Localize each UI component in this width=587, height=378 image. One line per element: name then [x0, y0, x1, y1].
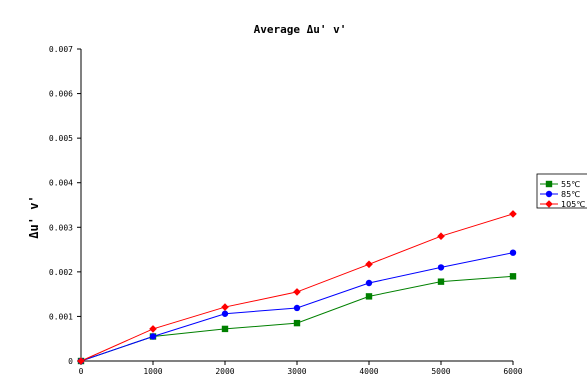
y-tick-label: 0.006 — [49, 90, 73, 99]
y-tick-label: 0.002 — [49, 268, 73, 277]
x-tick-label: 0 — [79, 367, 84, 376]
data-point — [509, 273, 517, 280]
legend-marker — [545, 190, 553, 198]
data-point — [221, 325, 229, 333]
x-tick-label: 3000 — [287, 367, 306, 376]
data-point — [77, 357, 85, 365]
y-tick-label: 0.003 — [49, 223, 73, 232]
y-tick-label: 0 — [68, 357, 73, 366]
y-tick-label: 0.007 — [49, 45, 73, 54]
data-point — [437, 264, 445, 271]
data-point — [149, 325, 157, 333]
data-point — [437, 278, 445, 285]
x-tick-label: 2000 — [215, 367, 234, 376]
x-tick-label: 5000 — [431, 367, 450, 376]
legend-marker — [545, 200, 553, 208]
legend-entry: 85℃ — [561, 190, 580, 199]
data-point — [293, 304, 301, 312]
x-tick-label: 1000 — [143, 367, 162, 376]
legend-entry: 105℃ — [561, 200, 585, 209]
data-point — [365, 260, 373, 269]
series-layer — [77, 210, 517, 365]
data-point — [437, 232, 445, 240]
axes: 0 0.001 0.002 0.003 0.004 0.005 0.006 0.007 0 100… — [49, 45, 523, 376]
x-tick-label: 6000 — [503, 367, 522, 376]
legend-entry: 55℃ — [561, 180, 580, 189]
data-point — [509, 210, 517, 218]
legend-box — [536, 173, 587, 209]
y-axis-label: Δu' v' — [27, 195, 41, 238]
y-tick-label: 0.004 — [49, 179, 73, 188]
x-tick-label: 4000 — [359, 367, 378, 376]
series-2 — [77, 210, 517, 365]
y-tick-label: 0.005 — [49, 134, 73, 143]
legend-marker — [545, 180, 553, 188]
data-point — [149, 333, 157, 340]
data-point — [221, 303, 229, 311]
series-1 — [77, 249, 517, 365]
data-point — [365, 279, 373, 287]
data-point — [365, 293, 373, 300]
y-tick-label: 0.001 — [49, 312, 73, 321]
chart-title: Average Δu' v' — [254, 23, 347, 36]
data-point — [293, 319, 301, 327]
data-point — [293, 288, 301, 296]
data-point — [509, 249, 517, 256]
data-point — [221, 310, 229, 317]
